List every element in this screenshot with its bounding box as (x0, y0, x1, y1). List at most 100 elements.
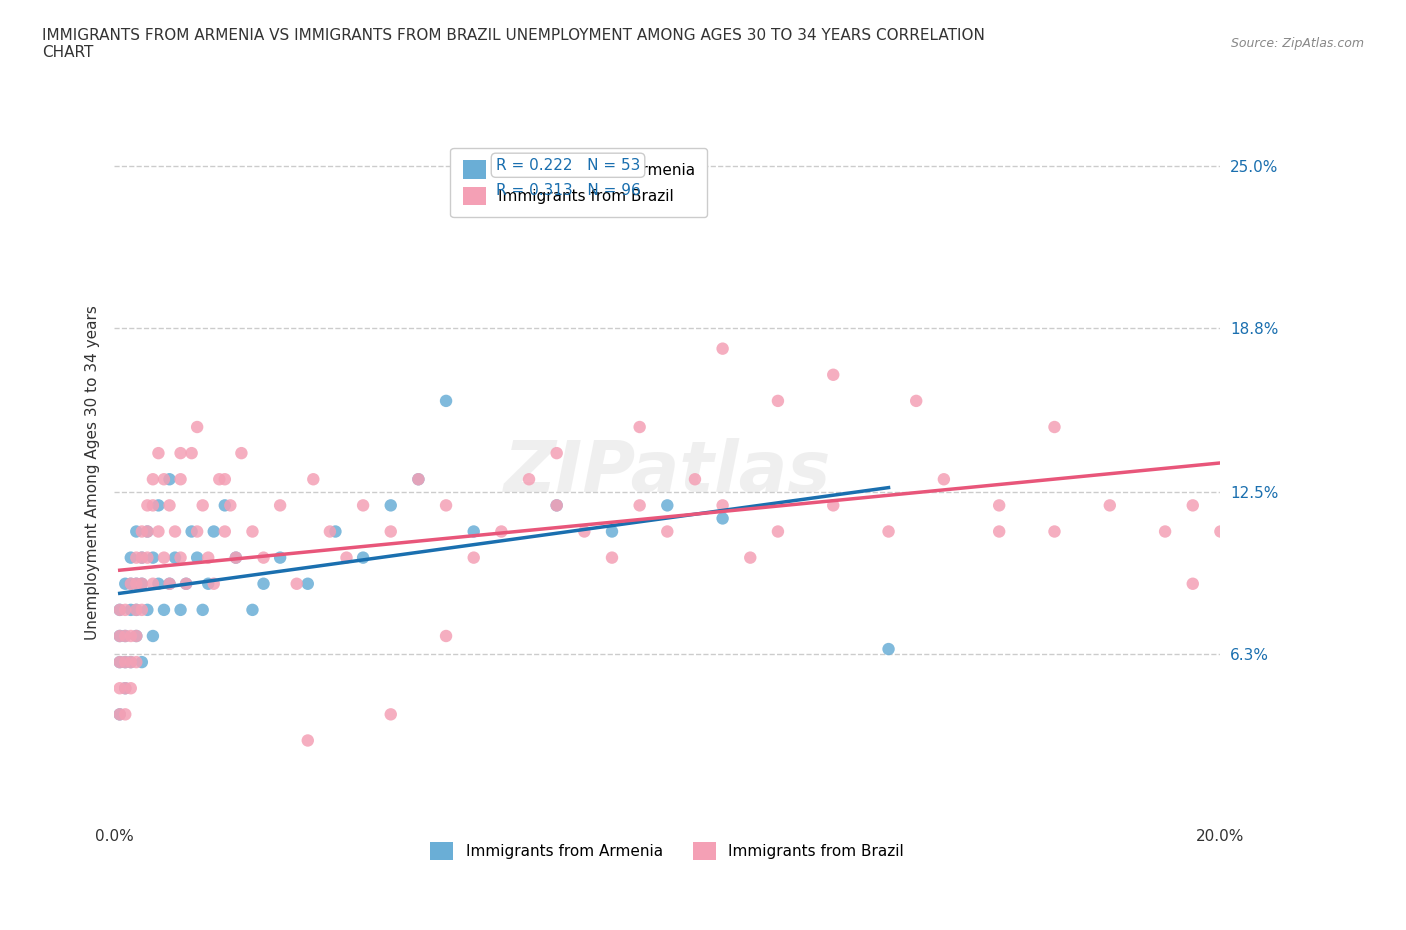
Immigrants from Brazil (546, 445, 568, 460)
Immigrants from Brazil (148, 445, 170, 460)
Immigrants from Brazil (114, 655, 136, 670)
Immigrants from Brazil (319, 525, 342, 539)
Immigrants from Armenia (131, 655, 153, 670)
Immigrants from Brazil (219, 498, 242, 512)
Immigrants from Brazil (285, 577, 308, 591)
Immigrants from Brazil (120, 681, 142, 696)
Immigrants from Brazil (380, 525, 402, 539)
Immigrants from Armenia (197, 577, 219, 591)
Immigrants from Armenia (114, 577, 136, 591)
Immigrants from Brazil (1181, 577, 1204, 591)
Immigrants from Armenia (434, 393, 457, 408)
Immigrants from Armenia (169, 603, 191, 618)
Immigrants from Armenia (108, 603, 131, 618)
Immigrants from Armenia (108, 707, 131, 722)
Immigrants from Brazil (148, 525, 170, 539)
Immigrants from Armenia (159, 472, 181, 486)
Immigrants from Brazil (1098, 498, 1121, 512)
Immigrants from Brazil (131, 603, 153, 618)
Immigrants from Brazil (740, 551, 762, 565)
Immigrants from Brazil (180, 445, 202, 460)
Immigrants from Brazil (114, 707, 136, 722)
Immigrants from Armenia (120, 603, 142, 618)
Immigrants from Armenia (600, 525, 623, 539)
Immigrants from Armenia (125, 603, 148, 618)
Immigrants from Armenia (120, 577, 142, 591)
Immigrants from Brazil (214, 472, 236, 486)
Immigrants from Brazil (766, 525, 789, 539)
Immigrants from Brazil (225, 551, 247, 565)
Immigrants from Brazil (491, 525, 513, 539)
Text: R = 0.222   N = 53: R = 0.222 N = 53 (496, 158, 640, 173)
Immigrants from Armenia (163, 551, 186, 565)
Immigrants from Brazil (1043, 525, 1066, 539)
Immigrants from Brazil (823, 498, 845, 512)
Immigrants from Brazil (1154, 525, 1177, 539)
Immigrants from Brazil (131, 577, 153, 591)
Immigrants from Brazil (574, 525, 596, 539)
Immigrants from Armenia (546, 498, 568, 512)
Immigrants from Armenia (463, 525, 485, 539)
Immigrants from Brazil (546, 498, 568, 512)
Immigrants from Armenia (380, 498, 402, 512)
Immigrants from Armenia (159, 577, 181, 591)
Immigrants from Brazil (711, 498, 734, 512)
Immigrants from Brazil (120, 655, 142, 670)
Immigrants from Brazil (517, 472, 540, 486)
Immigrants from Armenia (136, 603, 159, 618)
Immigrants from Brazil (142, 577, 165, 591)
Immigrants from Armenia (186, 551, 208, 565)
Immigrants from Armenia (142, 629, 165, 644)
Immigrants from Brazil (169, 551, 191, 565)
Immigrants from Brazil (711, 341, 734, 356)
Immigrants from Brazil (108, 603, 131, 618)
Immigrants from Brazil (174, 577, 197, 591)
Immigrants from Brazil (125, 551, 148, 565)
Immigrants from Brazil (214, 525, 236, 539)
Legend: Immigrants from Armenia, Immigrants from Brazil: Immigrants from Armenia, Immigrants from… (425, 836, 910, 867)
Y-axis label: Unemployment Among Ages 30 to 34 years: Unemployment Among Ages 30 to 34 years (86, 305, 100, 640)
Immigrants from Armenia (657, 498, 679, 512)
Immigrants from Armenia (242, 603, 264, 618)
Immigrants from Brazil (186, 525, 208, 539)
Immigrants from Armenia (191, 603, 214, 618)
Immigrants from Armenia (352, 551, 374, 565)
Text: R = 0.313   N = 96: R = 0.313 N = 96 (496, 183, 641, 198)
Immigrants from Armenia (125, 525, 148, 539)
Immigrants from Armenia (125, 577, 148, 591)
Immigrants from Brazil (628, 419, 651, 434)
Immigrants from Brazil (163, 525, 186, 539)
Immigrants from Brazil (600, 551, 623, 565)
Immigrants from Brazil (142, 472, 165, 486)
Immigrants from Brazil (208, 472, 231, 486)
Immigrants from Brazil (628, 498, 651, 512)
Immigrants from Brazil (125, 603, 148, 618)
Immigrants from Armenia (148, 498, 170, 512)
Immigrants from Armenia (711, 511, 734, 525)
Immigrants from Armenia (269, 551, 291, 565)
Immigrants from Armenia (125, 629, 148, 644)
Immigrants from Brazil (131, 525, 153, 539)
Immigrants from Armenia (148, 577, 170, 591)
Immigrants from Brazil (988, 498, 1011, 512)
Immigrants from Armenia (297, 577, 319, 591)
Immigrants from Brazil (823, 367, 845, 382)
Immigrants from Brazil (434, 629, 457, 644)
Immigrants from Brazil (169, 472, 191, 486)
Immigrants from Armenia (180, 525, 202, 539)
Text: IMMIGRANTS FROM ARMENIA VS IMMIGRANTS FROM BRAZIL UNEMPLOYMENT AMONG AGES 30 TO : IMMIGRANTS FROM ARMENIA VS IMMIGRANTS FR… (42, 28, 986, 60)
Immigrants from Brazil (125, 629, 148, 644)
Immigrants from Brazil (120, 577, 142, 591)
Immigrants from Brazil (159, 577, 181, 591)
Immigrants from Brazil (1043, 419, 1066, 434)
Immigrants from Brazil (114, 603, 136, 618)
Immigrants from Brazil (186, 419, 208, 434)
Text: Source: ZipAtlas.com: Source: ZipAtlas.com (1230, 37, 1364, 50)
Immigrants from Brazil (125, 655, 148, 670)
Immigrants from Brazil (136, 525, 159, 539)
Immigrants from Brazil (877, 525, 900, 539)
Immigrants from Brazil (231, 445, 253, 460)
Immigrants from Armenia (114, 629, 136, 644)
Immigrants from Brazil (1209, 525, 1232, 539)
Immigrants from Armenia (114, 655, 136, 670)
